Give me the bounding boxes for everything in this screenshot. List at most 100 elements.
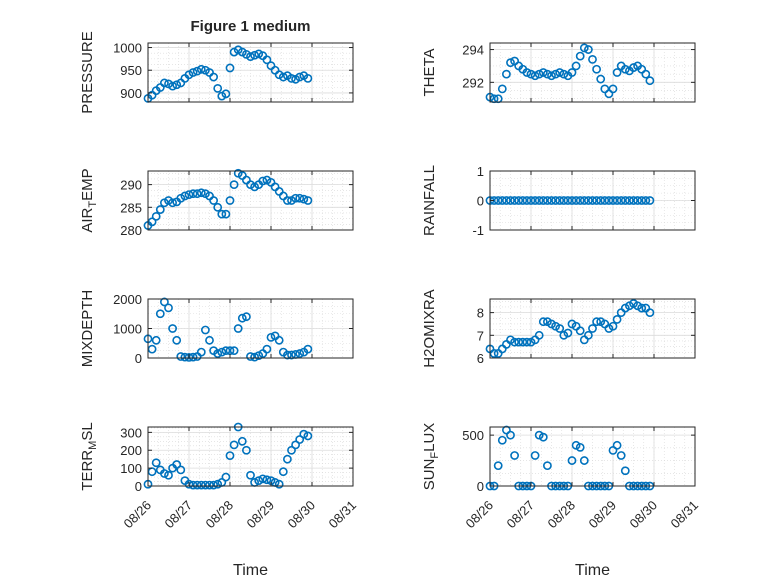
data-point xyxy=(510,196,519,205)
data-point xyxy=(246,52,255,62)
data-point xyxy=(612,196,622,205)
data-point xyxy=(159,297,169,307)
data-point xyxy=(555,68,565,77)
data-point xyxy=(620,466,630,476)
data-point xyxy=(200,325,210,335)
data-point xyxy=(551,196,560,205)
data-point xyxy=(637,303,647,313)
y-tick-label: 1 xyxy=(477,164,484,179)
data-point xyxy=(526,69,536,79)
data-point xyxy=(625,196,634,205)
y-axis-label: RAINFALL xyxy=(421,165,438,236)
data-point xyxy=(184,190,194,199)
data-point xyxy=(229,440,239,450)
y-tick-label: -1 xyxy=(472,223,484,238)
axes-frame xyxy=(489,298,696,359)
data-point xyxy=(254,476,264,486)
x-tick-label: 08/28 xyxy=(203,498,237,532)
x-axis-label: Time xyxy=(575,562,610,579)
data-point xyxy=(522,196,532,205)
data-point xyxy=(596,74,606,84)
data-point xyxy=(637,196,647,205)
data-point xyxy=(620,196,630,205)
data-point xyxy=(563,328,573,338)
data-point xyxy=(518,196,528,205)
y-tick-label: 0 xyxy=(135,479,142,494)
data-point xyxy=(596,196,606,205)
data-point xyxy=(278,467,288,477)
data-point xyxy=(592,196,601,205)
data-point xyxy=(196,480,206,490)
data-point xyxy=(514,337,524,347)
data-point xyxy=(493,461,503,471)
data-point xyxy=(262,344,272,354)
data-point xyxy=(506,196,515,205)
data-point xyxy=(645,196,655,205)
data-point xyxy=(514,196,524,205)
data-point xyxy=(172,460,182,469)
data-point xyxy=(563,196,573,205)
data-point xyxy=(172,335,182,345)
data-point xyxy=(164,470,173,480)
y-tick-label: 8 xyxy=(477,306,484,321)
x-tick-label: 08/30 xyxy=(285,498,319,532)
data-point xyxy=(221,346,231,356)
data-point xyxy=(246,352,255,361)
data-point xyxy=(493,196,503,205)
y-tick-label: 292 xyxy=(462,75,484,90)
data-point xyxy=(168,198,177,208)
data-point xyxy=(543,461,552,471)
data-point xyxy=(629,63,638,72)
y-axis-label: SUNFLUX xyxy=(421,423,441,491)
data-point xyxy=(213,202,223,212)
data-point xyxy=(291,193,300,203)
data-point xyxy=(250,50,259,60)
data-point xyxy=(237,313,247,323)
data-point xyxy=(192,66,202,76)
data-point xyxy=(192,480,202,490)
y-axis-label: AIRTEMP xyxy=(79,168,99,232)
data-point xyxy=(538,432,548,442)
data-point xyxy=(633,196,642,205)
data-point xyxy=(213,349,223,358)
data-point xyxy=(196,347,206,357)
data-point xyxy=(547,71,556,81)
data-point xyxy=(579,43,589,53)
data-point xyxy=(641,69,651,79)
data-point xyxy=(155,309,165,319)
data-point xyxy=(497,196,507,205)
data-point xyxy=(258,474,268,484)
data-point xyxy=(233,324,243,333)
data-point xyxy=(510,451,519,460)
data-point xyxy=(641,196,651,205)
x-axis-label: Time xyxy=(233,562,268,579)
data-point xyxy=(497,435,507,445)
data-point xyxy=(506,430,515,440)
data-point xyxy=(241,445,251,455)
data-point xyxy=(266,332,276,342)
data-point xyxy=(176,352,186,361)
data-point xyxy=(543,196,552,205)
data-point xyxy=(551,69,560,79)
data-point xyxy=(645,308,655,318)
data-point xyxy=(246,470,255,480)
data-point xyxy=(278,72,288,82)
data-point xyxy=(612,440,622,450)
data-point xyxy=(559,196,569,205)
y-axis-label: THETA xyxy=(421,48,438,96)
x-tick-label: 08/30 xyxy=(627,498,661,532)
data-point xyxy=(176,465,186,475)
data-point xyxy=(608,196,618,205)
data-point xyxy=(241,312,251,322)
y-tick-label: 1000 xyxy=(113,41,142,56)
data-point xyxy=(299,429,309,439)
x-tick-label: 08/31 xyxy=(668,498,702,532)
data-point xyxy=(184,479,194,489)
data-point xyxy=(291,440,300,450)
data-point xyxy=(303,431,313,441)
data-point xyxy=(205,480,214,490)
data-point xyxy=(229,180,239,190)
data-point xyxy=(287,350,296,360)
